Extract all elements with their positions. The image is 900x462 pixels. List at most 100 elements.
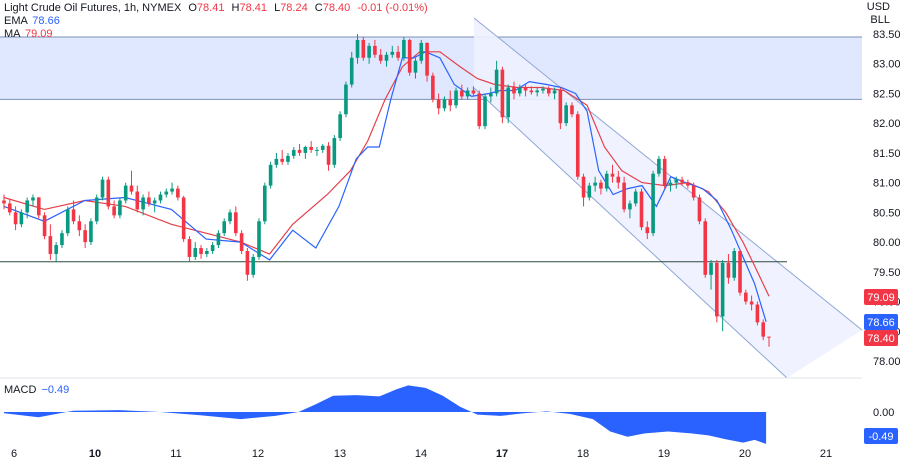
candle (529, 86, 534, 95)
candle (738, 249, 742, 296)
candle-body (622, 182, 626, 210)
candle-body (320, 145, 325, 150)
candle-body (697, 197, 702, 222)
candle-body (703, 221, 708, 275)
candle (610, 164, 615, 183)
candle-body (71, 209, 76, 222)
candle (187, 236, 192, 262)
candle-body (123, 185, 128, 201)
candle (42, 212, 47, 240)
price-tag: 79.09 (864, 289, 898, 305)
candle (245, 248, 250, 281)
candle (65, 206, 70, 237)
candle-body (274, 158, 279, 165)
candle (651, 170, 655, 237)
candle-body (535, 90, 539, 93)
candle (268, 161, 273, 189)
candle (19, 209, 24, 228)
candle-body (94, 197, 99, 222)
candle-body (31, 197, 35, 201)
candle-body (309, 146, 313, 150)
x-tick-label: 18 (577, 448, 589, 460)
candle-body (761, 322, 766, 337)
open-value: 78.41 (196, 2, 225, 14)
candle-body (639, 191, 644, 228)
candle (239, 230, 244, 254)
candle-body (465, 90, 470, 97)
candle (2, 194, 6, 210)
candle (94, 194, 99, 225)
candle (361, 36, 366, 61)
candle-body (616, 176, 621, 183)
y-tick-label: 82.50 (873, 88, 900, 100)
candle (106, 176, 111, 210)
candle (720, 259, 725, 332)
candle-body (738, 251, 742, 293)
candle-body (489, 93, 493, 97)
channel-lower-line (473, 87, 788, 379)
candle-body (2, 200, 6, 204)
candle-body (755, 304, 760, 323)
candle-body (181, 197, 186, 240)
candle (604, 170, 609, 192)
candle (176, 185, 180, 201)
candle (593, 176, 597, 192)
candle-body (65, 209, 70, 234)
candle-body (575, 114, 580, 177)
candle (570, 102, 574, 118)
candle-body (726, 262, 731, 278)
candle-body (732, 251, 737, 278)
candle-body (332, 138, 337, 165)
candle-body (286, 155, 290, 162)
candle-body (141, 197, 145, 210)
x-tick-label: 19 (658, 448, 670, 460)
y-tick-label: 82.00 (873, 118, 900, 130)
candle (483, 93, 487, 130)
candle (118, 197, 122, 219)
candle-body (36, 197, 41, 216)
candle (639, 188, 644, 231)
candle-body (483, 96, 487, 127)
candle-body (587, 185, 592, 198)
candle-body (460, 90, 464, 97)
candle-body (564, 105, 568, 124)
candle (7, 199, 12, 216)
candle (338, 111, 342, 142)
candle-body (390, 51, 395, 55)
y-tick-label: 81.00 (873, 178, 900, 190)
candle (349, 51, 354, 88)
candle-body (106, 179, 111, 207)
y-tick-label: 80.00 (873, 237, 900, 249)
ema-legend[interactable]: EMA 78.66 (4, 15, 60, 28)
candle (535, 87, 539, 97)
candle-body (599, 182, 603, 189)
candle-body (7, 203, 12, 213)
candle-body (315, 149, 319, 151)
ma-legend[interactable]: MA 79.09 (4, 28, 53, 41)
candle-body (228, 212, 232, 222)
candle-body (135, 191, 140, 210)
macd-zero-label: 0.00 (873, 407, 894, 419)
candle (77, 215, 82, 237)
candle-body (13, 212, 18, 225)
candle-body (657, 158, 661, 174)
candle (448, 90, 453, 112)
candle-body (668, 182, 673, 186)
macd-area (4, 385, 767, 444)
candle-body (193, 248, 198, 257)
candle-body (210, 245, 215, 252)
channel-upper-line (473, 17, 863, 331)
candle-body (355, 39, 360, 58)
high-label: H (231, 2, 240, 14)
candle (355, 34, 360, 64)
candle (506, 84, 511, 124)
macd-legend[interactable]: MACD −0.49 (4, 384, 69, 397)
candle-body (129, 185, 134, 192)
candle (320, 143, 325, 153)
candle-body (164, 191, 169, 195)
candle-body (419, 42, 424, 61)
currency-unit: USD (866, 1, 890, 13)
y-tick-label: 81.50 (873, 148, 900, 160)
candle-body (42, 215, 47, 237)
